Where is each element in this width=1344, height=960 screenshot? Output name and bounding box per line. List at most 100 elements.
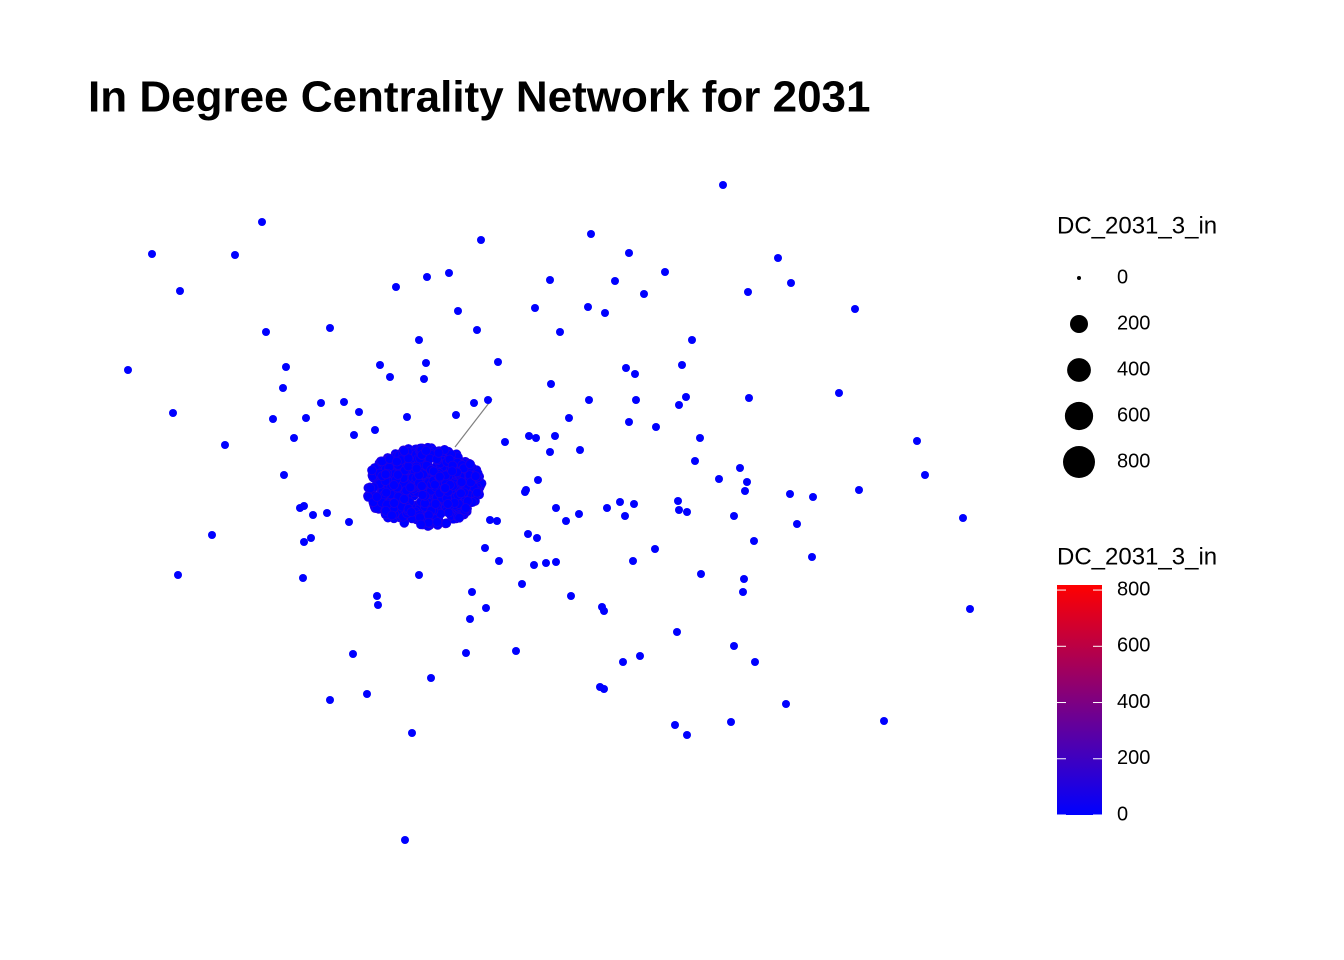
- node: [673, 628, 681, 636]
- node: [466, 615, 474, 623]
- node: [494, 358, 502, 366]
- node: [525, 432, 533, 440]
- node: [486, 516, 494, 524]
- node: [600, 607, 608, 615]
- node: [671, 721, 679, 729]
- size-legend-key: [1070, 315, 1088, 333]
- node: [782, 700, 790, 708]
- node: [415, 336, 423, 344]
- node: [966, 605, 974, 613]
- node: [376, 361, 384, 369]
- size-legend-key: [1064, 401, 1094, 431]
- size-legend-title: DC_2031_3_in: [1057, 212, 1217, 239]
- node: [221, 441, 229, 449]
- node: [176, 287, 184, 295]
- node: [415, 571, 423, 579]
- node: [587, 230, 595, 238]
- node: [403, 453, 414, 464]
- node: [169, 409, 177, 417]
- node: [603, 504, 611, 512]
- node: [745, 394, 753, 402]
- node: [661, 268, 669, 276]
- node: [381, 487, 392, 498]
- node: [174, 571, 182, 579]
- node: [433, 448, 444, 458]
- node: [300, 538, 308, 546]
- node: [616, 498, 624, 506]
- colorbar-label: 400: [1117, 691, 1150, 713]
- size-legend-label: 0: [1117, 266, 1128, 288]
- node: [921, 471, 929, 479]
- size-legend-label: 600: [1117, 404, 1150, 426]
- node: [386, 373, 394, 381]
- chart-title: In Degree Centrality Network for 2031: [88, 73, 870, 122]
- node: [363, 690, 371, 698]
- size-legend-label: 200: [1117, 312, 1150, 334]
- node: [730, 512, 738, 520]
- node: [445, 269, 453, 277]
- size-legend-key: [1063, 446, 1095, 478]
- node: [411, 463, 422, 474]
- node: [300, 502, 308, 510]
- node: [774, 254, 782, 262]
- size-legend-key: [1067, 358, 1091, 382]
- node: [440, 483, 451, 493]
- node: [552, 504, 560, 512]
- node: [282, 363, 290, 371]
- node: [399, 446, 410, 456]
- node: [688, 336, 696, 344]
- colorbar-label: 800: [1117, 578, 1150, 600]
- node: [373, 592, 381, 600]
- node: [743, 478, 751, 486]
- node: [387, 510, 397, 521]
- node: [432, 517, 443, 527]
- node: [682, 393, 690, 401]
- node: [461, 503, 471, 513]
- node: [675, 401, 683, 409]
- node: [719, 181, 727, 189]
- node: [452, 411, 460, 419]
- node: [546, 448, 554, 456]
- node: [465, 459, 475, 469]
- colorbar-label: 0: [1117, 803, 1128, 825]
- node: [365, 483, 376, 494]
- edge: [454, 398, 493, 448]
- node: [696, 434, 704, 442]
- node: [456, 477, 467, 487]
- node: [299, 574, 307, 582]
- node: [552, 558, 560, 566]
- node: [326, 324, 334, 332]
- node: [640, 290, 648, 298]
- node: [621, 512, 629, 520]
- node: [744, 288, 752, 296]
- node: [675, 506, 683, 514]
- node: [575, 510, 583, 518]
- node: [349, 650, 357, 658]
- node: [625, 249, 633, 257]
- node: [408, 729, 416, 737]
- node: [280, 471, 288, 479]
- node: [524, 530, 532, 538]
- node: [727, 718, 735, 726]
- node: [630, 500, 638, 508]
- node: [534, 476, 542, 484]
- node: [530, 561, 538, 569]
- node: [518, 580, 526, 588]
- size-legend-key: [1077, 276, 1081, 280]
- node: [208, 531, 216, 539]
- node: [345, 518, 353, 526]
- node: [403, 461, 414, 472]
- node: [340, 398, 348, 406]
- node: [678, 361, 686, 369]
- node: [652, 423, 660, 431]
- node: [484, 396, 492, 404]
- node: [421, 445, 431, 456]
- node: [372, 492, 382, 502]
- node: [262, 328, 270, 336]
- node: [567, 592, 575, 600]
- node: [855, 486, 863, 494]
- node: [406, 507, 417, 518]
- node: [751, 658, 759, 666]
- node: [522, 486, 530, 494]
- node: [531, 304, 539, 312]
